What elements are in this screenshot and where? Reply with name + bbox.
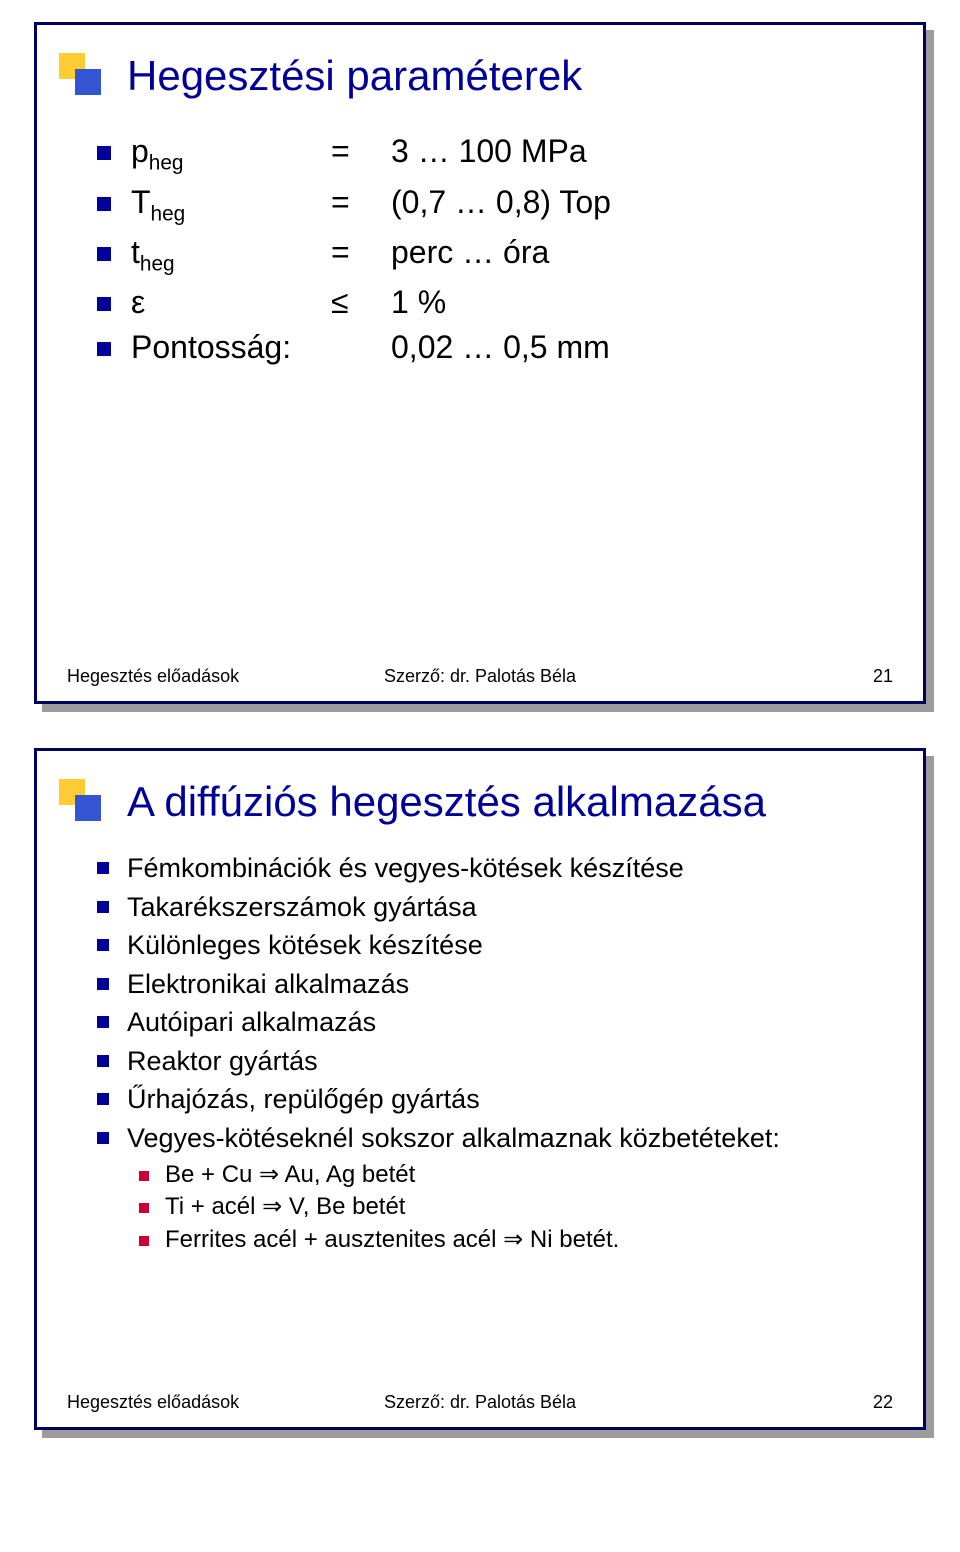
param-row: pheg=3 … 100 MPa bbox=[97, 133, 889, 175]
title-icon bbox=[59, 779, 101, 821]
sub-bullet-icon bbox=[139, 1171, 149, 1181]
footer-left: Hegesztés előadások bbox=[67, 1392, 239, 1413]
bullet-icon bbox=[97, 297, 111, 311]
list-item: Autóipari alkalmazás bbox=[97, 1005, 889, 1040]
bullet-icon bbox=[97, 1093, 109, 1105]
list-item: Reaktor gyártás bbox=[97, 1044, 889, 1079]
title-row: Hegesztési paraméterek bbox=[37, 25, 923, 99]
slide-content: pheg=3 … 100 MPaTheg=(0,7 … 0,8) Toptheg… bbox=[37, 99, 923, 366]
param-row: Theg=(0,7 … 0,8) Top bbox=[97, 184, 889, 226]
param-value: 0,02 … 0,5 mm bbox=[391, 329, 610, 366]
slide-title: Hegesztési paraméterek bbox=[127, 53, 582, 99]
bullet-icon bbox=[97, 862, 109, 874]
list-item: Elektronikai alkalmazás bbox=[97, 967, 889, 1002]
footer-center: Szerző: dr. Palotás Béla bbox=[384, 1392, 576, 1413]
title-icon bbox=[59, 53, 101, 95]
icon-square-blue bbox=[75, 69, 101, 95]
list-item-text: Űrhajózás, repülőgép gyártás bbox=[127, 1082, 480, 1117]
sub-list-item-text: Ferrites acél + ausztenites acél ⇒ Ni be… bbox=[165, 1225, 619, 1256]
slide-1-wrap: Hegesztési paraméterek pheg=3 … 100 MPaT… bbox=[0, 0, 960, 726]
param-value: perc … óra bbox=[391, 234, 549, 271]
param-eq: ≤ bbox=[331, 284, 391, 321]
bullet-icon bbox=[97, 247, 111, 261]
list-item: Fémkombinációk és vegyes-kötések készíté… bbox=[97, 851, 889, 886]
param-row: theg=perc … óra bbox=[97, 234, 889, 276]
list-item: Vegyes-kötéseknél sokszor alkalmaznak kö… bbox=[97, 1121, 889, 1156]
title-row: A diffúziós hegesztés alkalmazása bbox=[37, 751, 923, 825]
bullet-icon bbox=[97, 342, 111, 356]
param-row: ε≤1 % bbox=[97, 284, 889, 321]
slide-content: Fémkombinációk és vegyes-kötések készíté… bbox=[37, 825, 923, 1256]
param-eq: = bbox=[331, 133, 391, 170]
sub-list-item-text: Ti + acél ⇒ V, Be betét bbox=[165, 1192, 405, 1223]
sub-list-item-text: Be + Cu ⇒ Au, Ag betét bbox=[165, 1160, 415, 1191]
bullet-icon bbox=[97, 901, 109, 913]
slide-1: Hegesztési paraméterek pheg=3 … 100 MPaT… bbox=[34, 22, 926, 704]
footer-page: 22 bbox=[873, 1392, 893, 1413]
param-row: Pontosság: 0,02 … 0,5 mm bbox=[97, 329, 889, 366]
param-variable: ε bbox=[131, 284, 331, 321]
param-value: 1 % bbox=[391, 284, 446, 321]
icon-square-blue bbox=[75, 795, 101, 821]
list-item: Különleges kötések készítése bbox=[97, 928, 889, 963]
sub-list-item: Ti + acél ⇒ V, Be betét bbox=[139, 1192, 889, 1223]
bullet-icon bbox=[97, 146, 111, 160]
sub-list-item: Ferrites acél + ausztenites acél ⇒ Ni be… bbox=[139, 1225, 889, 1256]
list-item-text: Fémkombinációk és vegyes-kötések készíté… bbox=[127, 851, 684, 886]
list-item-text: Autóipari alkalmazás bbox=[127, 1005, 376, 1040]
bullet-icon bbox=[97, 1132, 109, 1144]
sub-list: Be + Cu ⇒ Au, Ag betétTi + acél ⇒ V, Be … bbox=[97, 1160, 889, 1256]
param-variable: Theg bbox=[131, 184, 331, 226]
param-value: 3 … 100 MPa bbox=[391, 133, 587, 170]
slide-2-wrap: A diffúziós hegesztés alkalmazása Fémkom… bbox=[0, 726, 960, 1452]
param-eq: = bbox=[331, 184, 391, 221]
list-item-text: Vegyes-kötéseknél sokszor alkalmaznak kö… bbox=[127, 1121, 780, 1156]
sub-bullet-icon bbox=[139, 1236, 149, 1246]
param-variable: Pontosság: bbox=[131, 329, 331, 366]
bullet-icon bbox=[97, 1055, 109, 1067]
list-item-text: Reaktor gyártás bbox=[127, 1044, 318, 1079]
param-value: (0,7 … 0,8) Top bbox=[391, 184, 611, 221]
list-item: Űrhajózás, repülőgép gyártás bbox=[97, 1082, 889, 1117]
param-variable: theg bbox=[131, 234, 331, 276]
list-item-text: Elektronikai alkalmazás bbox=[127, 967, 409, 1002]
bullet-icon bbox=[97, 1016, 109, 1028]
footer-page: 21 bbox=[873, 666, 893, 687]
slide-footer: Hegesztés előadások Szerző: dr. Palotás … bbox=[37, 1392, 923, 1413]
param-eq: = bbox=[331, 234, 391, 271]
slide-2: A diffúziós hegesztés alkalmazása Fémkom… bbox=[34, 748, 926, 1430]
bullet-icon bbox=[97, 978, 109, 990]
list-item-text: Különleges kötések készítése bbox=[127, 928, 483, 963]
sub-bullet-icon bbox=[139, 1203, 149, 1213]
footer-left: Hegesztés előadások bbox=[67, 666, 239, 687]
sub-list-item: Be + Cu ⇒ Au, Ag betét bbox=[139, 1160, 889, 1191]
bullet-icon bbox=[97, 197, 111, 211]
param-variable: pheg bbox=[131, 133, 331, 175]
slide-title: A diffúziós hegesztés alkalmazása bbox=[127, 779, 766, 825]
list-item: Takarékszerszámok gyártása bbox=[97, 890, 889, 925]
bullet-icon bbox=[97, 939, 109, 951]
footer-center: Szerző: dr. Palotás Béla bbox=[384, 666, 576, 687]
list-item-text: Takarékszerszámok gyártása bbox=[127, 890, 477, 925]
slide-footer: Hegesztés előadások Szerző: dr. Palotás … bbox=[37, 666, 923, 687]
